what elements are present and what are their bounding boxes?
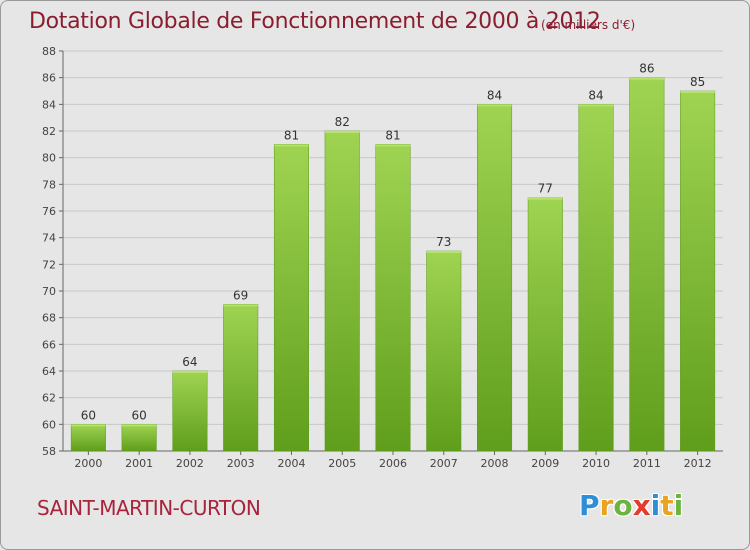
- y-tick-label: 64: [42, 365, 56, 378]
- y-tick-label: 88: [42, 45, 56, 58]
- value-label-2006: 81: [385, 128, 400, 142]
- x-tick-label-2002: 2002: [176, 457, 204, 470]
- logo-letter: t: [660, 489, 674, 522]
- x-tick-label-2008: 2008: [481, 457, 509, 470]
- value-label-2002: 64: [182, 355, 197, 369]
- x-tick-label-2003: 2003: [227, 457, 255, 470]
- bar-top-highlight: [629, 77, 665, 80]
- x-tick-label-2004: 2004: [277, 457, 305, 470]
- value-label-2004: 81: [284, 128, 299, 142]
- logo-letter: P: [579, 489, 600, 522]
- value-label-2000: 60: [81, 408, 96, 422]
- bar-top-highlight: [172, 371, 208, 373]
- bar-top-highlight: [528, 197, 563, 200]
- bar-2001: [121, 424, 157, 452]
- x-tick-label-2011: 2011: [633, 457, 661, 470]
- bar-top-highlight: [680, 91, 715, 93]
- value-label-2003: 69: [233, 288, 248, 302]
- y-tick-label: 72: [42, 258, 56, 271]
- bar-2011: [629, 77, 665, 452]
- x-tick-label-2010: 2010: [582, 457, 610, 470]
- bar-2009: [527, 197, 563, 452]
- value-label-2007: 73: [436, 235, 451, 249]
- value-label-2012: 85: [690, 75, 705, 89]
- bar-top-highlight: [71, 424, 106, 427]
- bar-top-highlight: [375, 144, 411, 147]
- bar-2000: [70, 424, 106, 452]
- bar-2004: [273, 144, 309, 452]
- bar-2008: [477, 104, 513, 452]
- y-tick-label: 58: [42, 445, 56, 458]
- value-label-2010: 84: [588, 88, 603, 102]
- bar-2010: [578, 104, 614, 452]
- value-label-2005: 82: [335, 115, 350, 129]
- y-tick-label: 80: [42, 152, 56, 165]
- x-tick-label-2007: 2007: [430, 457, 458, 470]
- y-tick-label: 74: [42, 232, 56, 245]
- y-tick-label: 84: [42, 98, 56, 111]
- bar-2012: [680, 90, 716, 452]
- chart-title: Dotation Globale de Fonctionnement de 20…: [29, 9, 601, 34]
- logo-letter: r: [599, 489, 614, 522]
- bar-top-highlight: [578, 104, 614, 107]
- y-tick-label: 82: [42, 125, 56, 138]
- x-tick-label-2009: 2009: [531, 457, 559, 470]
- bar-2002: [172, 370, 208, 452]
- y-tick-label: 62: [42, 392, 56, 405]
- value-label-2011: 86: [639, 62, 654, 76]
- logo-letter: i: [673, 489, 684, 522]
- chart-unit: (en milliers d'€): [541, 18, 636, 32]
- logo-letter: x: [632, 489, 651, 522]
- logo-letter: i: [650, 489, 661, 522]
- x-tick-label-2012: 2012: [684, 457, 712, 470]
- x-tick-label-2006: 2006: [379, 457, 407, 470]
- value-label-2008: 84: [487, 88, 502, 102]
- bar-2006: [375, 144, 411, 452]
- y-tick-label: 70: [42, 285, 56, 298]
- bar-2005: [324, 130, 360, 452]
- x-tick-label-2005: 2005: [328, 457, 356, 470]
- y-tick-label: 66: [42, 338, 56, 351]
- value-label-2001: 60: [132, 408, 147, 422]
- bar-2007: [426, 250, 462, 452]
- proxiti-logo: Proxiti: [579, 489, 683, 522]
- y-tick-label: 60: [42, 418, 56, 431]
- bar-top-highlight: [426, 251, 462, 253]
- value-label-2009: 77: [538, 182, 553, 196]
- bar-top-highlight: [274, 144, 309, 147]
- x-tick-label-2000: 2000: [74, 457, 102, 470]
- bar-2003: [223, 304, 259, 452]
- bar-top-highlight: [477, 104, 512, 107]
- commune-name: SAINT-MARTIN-CURTON: [37, 496, 261, 520]
- y-tick-label: 86: [42, 72, 56, 85]
- bar-top-highlight: [324, 131, 360, 133]
- y-tick-label: 76: [42, 205, 56, 218]
- x-tick-label-2001: 2001: [125, 457, 153, 470]
- y-tick-label: 68: [42, 312, 56, 325]
- bar-top-highlight: [121, 424, 157, 427]
- logo-letter: o: [613, 489, 633, 522]
- bar-top-highlight: [223, 304, 258, 307]
- y-tick-label: 78: [42, 178, 56, 191]
